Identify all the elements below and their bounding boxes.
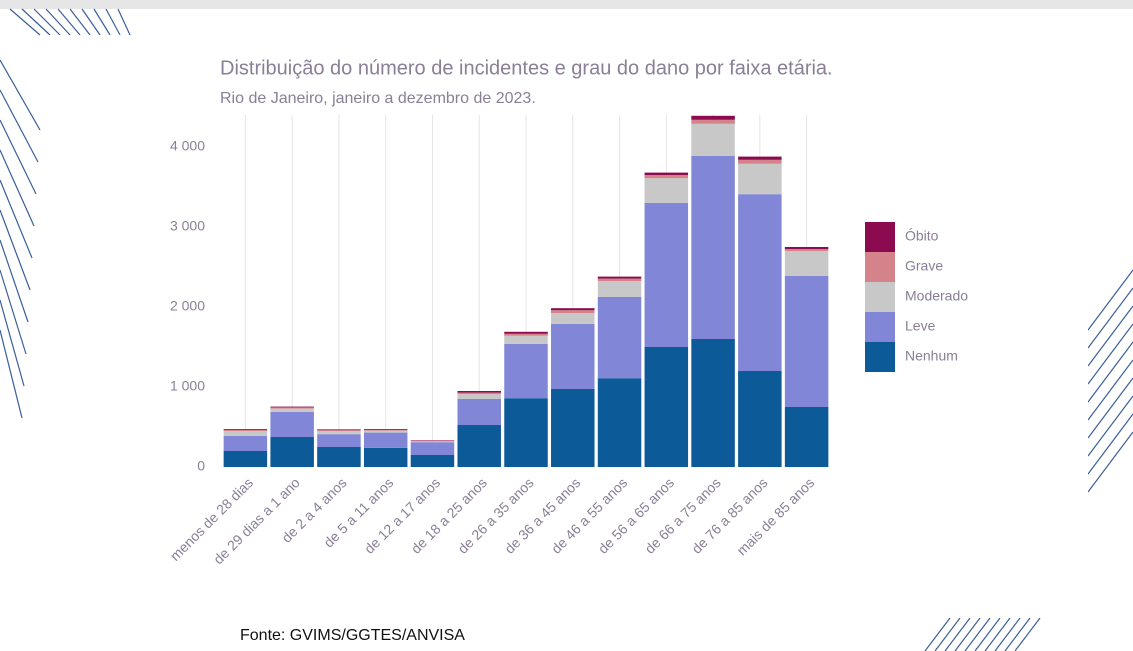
bar-segment bbox=[738, 371, 781, 467]
bar-segment bbox=[785, 247, 828, 249]
bar-segment bbox=[317, 447, 360, 467]
bar-segment bbox=[364, 448, 407, 467]
bar-segment bbox=[224, 431, 267, 436]
bar-segment bbox=[411, 441, 454, 442]
legend-swatch bbox=[865, 312, 895, 342]
bar-segment bbox=[457, 391, 500, 393]
y-tick-label: 3 000 bbox=[170, 218, 205, 234]
bar-segment bbox=[551, 308, 594, 310]
legend-label: Nenhum bbox=[905, 348, 958, 364]
top-band bbox=[0, 0, 1133, 9]
source-note: Fonte: GVIMS/GGTES/ANVISA bbox=[240, 627, 465, 644]
bar-segment bbox=[598, 297, 641, 378]
bar-segment bbox=[364, 431, 407, 433]
bar-segment bbox=[457, 393, 500, 395]
bar-segment bbox=[691, 156, 734, 339]
bar-segment bbox=[645, 175, 688, 178]
legend-label: Grave bbox=[905, 258, 943, 274]
bar-segment bbox=[224, 430, 267, 431]
legend-label: Moderado bbox=[905, 288, 968, 304]
chart-title: Distribuição do número de incidentes e g… bbox=[220, 57, 833, 79]
slide: Distribuição do número de incidentes e g… bbox=[0, 0, 1133, 651]
bar-segment bbox=[785, 249, 828, 251]
bar-segment bbox=[738, 164, 781, 194]
bar-segment bbox=[317, 430, 360, 431]
bar-segment bbox=[785, 407, 828, 467]
bar-segment bbox=[411, 455, 454, 467]
bar-segment bbox=[691, 339, 734, 467]
legend-swatch bbox=[865, 252, 895, 282]
bar-segment bbox=[551, 313, 594, 324]
bar-segment bbox=[645, 178, 688, 203]
bar-segment bbox=[551, 324, 594, 389]
bar-segment bbox=[411, 441, 454, 442]
legend-swatch bbox=[865, 342, 895, 372]
bar-segment bbox=[224, 436, 267, 451]
bar-segment bbox=[224, 451, 267, 467]
y-tick-label: 1 000 bbox=[170, 378, 205, 394]
bar-segment bbox=[551, 310, 594, 313]
bar-segment bbox=[504, 336, 547, 344]
bar-segment bbox=[504, 398, 547, 467]
bar-segment bbox=[691, 120, 734, 124]
bar-segment bbox=[364, 429, 407, 430]
y-tick-label: 0 bbox=[197, 458, 205, 474]
bar-segment bbox=[738, 157, 781, 160]
bar-segment bbox=[317, 434, 360, 447]
bar-segment bbox=[645, 173, 688, 175]
bar-segment bbox=[457, 399, 500, 425]
bar-segment bbox=[270, 407, 313, 408]
legend-label: Leve bbox=[905, 318, 936, 334]
bar-segment bbox=[598, 378, 641, 467]
bar-segment bbox=[504, 334, 547, 336]
bar-segment bbox=[317, 429, 360, 430]
legend-label: Óbito bbox=[905, 228, 939, 244]
bar-segment bbox=[317, 431, 360, 434]
bar-segment bbox=[645, 347, 688, 467]
bar-segment bbox=[738, 194, 781, 371]
bar-segment bbox=[738, 160, 781, 164]
chart-subtitle: Rio de Janeiro, janeiro a dezembro de 20… bbox=[220, 90, 536, 107]
bar-segment bbox=[364, 430, 407, 431]
bar-segment bbox=[457, 394, 500, 399]
bar-segment bbox=[270, 409, 313, 412]
bar-segment bbox=[691, 124, 734, 156]
page: Distribuição do número de incidentes e g… bbox=[0, 0, 1133, 651]
bar-segment bbox=[645, 203, 688, 347]
bar-segment bbox=[504, 344, 547, 398]
legend-swatch bbox=[865, 222, 895, 252]
legend-swatch bbox=[865, 282, 895, 312]
bar-segment bbox=[504, 332, 547, 334]
bar-segment bbox=[364, 433, 407, 448]
bar-segment bbox=[270, 407, 313, 408]
bar-segment bbox=[270, 437, 313, 467]
bar-segment bbox=[691, 116, 734, 120]
y-tick-label: 4 000 bbox=[170, 138, 205, 154]
bar-segment bbox=[224, 429, 267, 430]
bar-segment bbox=[598, 281, 641, 297]
bar-segment bbox=[270, 412, 313, 437]
bar-segment bbox=[785, 251, 828, 276]
bar-segment bbox=[785, 276, 828, 407]
bar-segment bbox=[411, 442, 454, 455]
y-tick-label: 2 000 bbox=[170, 298, 205, 314]
bar-segment bbox=[457, 425, 500, 467]
bar-segment bbox=[598, 279, 641, 281]
bar-segment bbox=[598, 277, 641, 279]
bar-segment bbox=[551, 389, 594, 467]
